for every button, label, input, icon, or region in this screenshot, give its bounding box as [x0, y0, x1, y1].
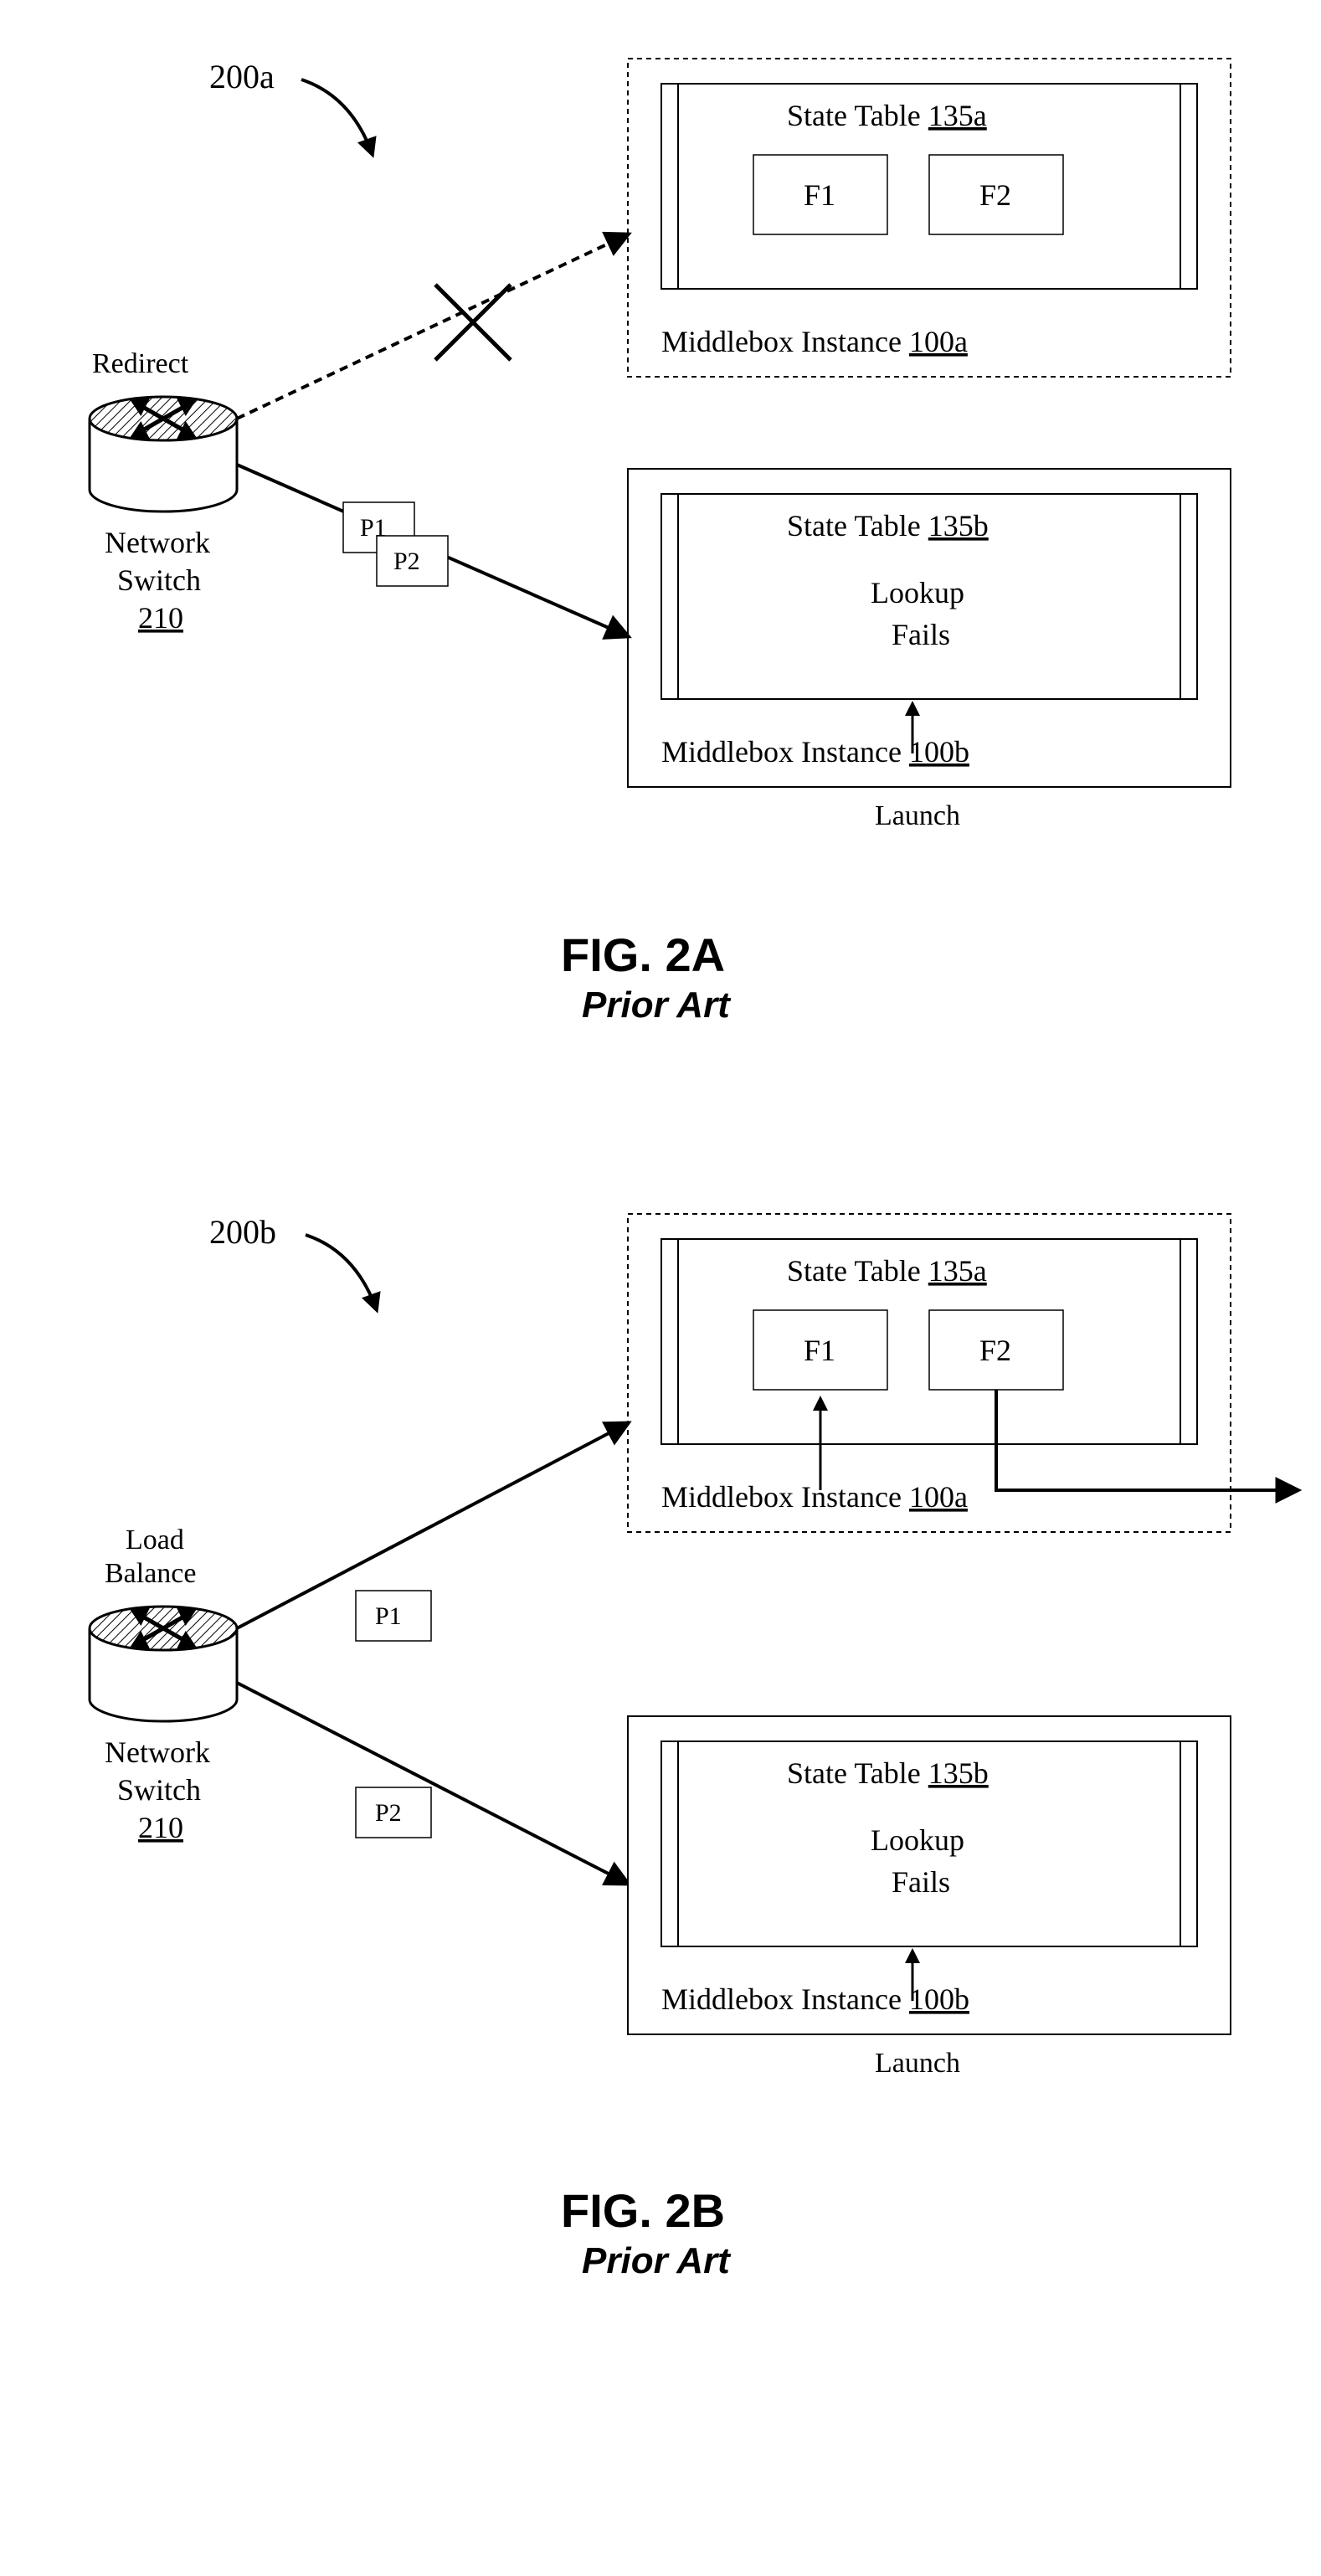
svg-text:State Table 135b: State Table 135b	[787, 509, 989, 542]
arrow-b-bottom	[237, 1683, 628, 1884]
figure-2a: 200a Redirect Network Switch	[90, 58, 1231, 1026]
cross-mark-a	[435, 285, 511, 360]
switch-line2-a: Switch	[117, 563, 201, 597]
f2-b: F2	[979, 1334, 1011, 1367]
svg-text:State Table 135a: State Table 135a	[787, 99, 987, 132]
state-table-b1-label: State Table	[787, 509, 921, 542]
dashed-arrow-a	[237, 234, 628, 419]
diagram-canvas: 200a Redirect Network Switch	[0, 0, 1321, 2576]
state-table-a2-num: 135a	[928, 1254, 987, 1288]
network-switch-b: Load Balance Network Switch 210	[90, 1525, 237, 1844]
mb-a2-label: Middlebox Instance	[661, 1480, 902, 1514]
f1-a1: F1	[804, 178, 835, 212]
figure-2b: 200b Load Balance Network Switch	[90, 1213, 1298, 2281]
state-table-a2-label: State Table	[787, 1254, 921, 1288]
arrow-b-top	[237, 1423, 628, 1628]
lk1-b: Lookup	[871, 1823, 964, 1857]
mb-a2-num: 100a	[909, 1480, 968, 1514]
middlebox-100a-figA: State Table 135a F1 F2 Middlebox Instanc…	[628, 59, 1231, 377]
switch-cap1-b: Load	[126, 1525, 184, 1555]
ref-200a: 200a	[209, 58, 275, 95]
svg-text:Middlebox Instance 100a: Middlebox Instance 100a	[661, 325, 968, 358]
ref-200b: 200b	[209, 1213, 276, 1251]
packets-b: P1 P2	[356, 1591, 431, 1838]
mb-b2-num: 100b	[909, 1982, 969, 2016]
packets-a: P1 P2	[343, 502, 448, 586]
switch-line1-b: Network	[105, 1735, 210, 1769]
network-switch-a: Redirect Network Switch 210	[90, 348, 237, 635]
middlebox-100a-figB: State Table 135a F1 F2 Middlebox Instanc…	[628, 1214, 1298, 1532]
mb-b1-num: 100b	[909, 735, 969, 769]
fig-2a-title: FIG. 2A	[561, 928, 725, 981]
switch-caption-a: Redirect	[92, 348, 189, 379]
fig-2b-title: FIG. 2B	[561, 2184, 725, 2237]
middlebox-100b-figA: State Table 135b Lookup Fails Middlebox …	[628, 469, 1231, 831]
ref-arrow-b	[306, 1235, 377, 1310]
mb-b1-label: Middlebox Instance	[661, 735, 902, 769]
svg-text:Middlebox Instance 100b: Middlebox Instance 100b	[661, 1982, 969, 2016]
state-table-b2-label: State Table	[787, 1756, 921, 1790]
switch-num-a: 210	[138, 601, 183, 635]
switch-cap2-b: Balance	[105, 1558, 197, 1589]
mb-b2-label: Middlebox Instance	[661, 1982, 902, 2016]
svg-text:State Table 135b: State Table 135b	[787, 1756, 989, 1790]
lk2-b: Fails	[892, 1865, 950, 1899]
state-table-b2-num: 135b	[928, 1756, 989, 1790]
lk2-a: Fails	[892, 618, 950, 651]
mb-a1-num: 100a	[909, 325, 968, 358]
p1-b: P1	[375, 1602, 402, 1630]
svg-text:Middlebox Instance 100b: Middlebox Instance 100b	[661, 735, 969, 769]
switch-line2-b: Switch	[117, 1773, 201, 1807]
fig-2a-sub: Prior Art	[582, 985, 732, 1026]
f2-a1: F2	[979, 178, 1011, 212]
svg-text:State Table 135a: State Table 135a	[787, 1254, 987, 1288]
state-table-a1-label: State Table	[787, 99, 921, 132]
fig-2b-sub: Prior Art	[582, 2240, 732, 2281]
state-table-b1-num: 135b	[928, 509, 989, 542]
switch-num-b: 210	[138, 1811, 183, 1844]
p2-b: P2	[375, 1799, 402, 1827]
svg-text:Middlebox Instance 100a: Middlebox Instance 100a	[661, 1480, 968, 1514]
state-table-a1-num: 135a	[928, 99, 987, 132]
lk1-a: Lookup	[871, 576, 964, 609]
switch-line1-a: Network	[105, 526, 210, 559]
p2-a: P2	[393, 548, 420, 575]
launch-a: Launch	[875, 800, 960, 831]
launch-b: Launch	[875, 2048, 960, 2079]
ref-arrow-a	[301, 80, 373, 155]
middlebox-100b-figB: State Table 135b Lookup Fails Middlebox …	[628, 1716, 1231, 2079]
f1-b: F1	[804, 1334, 835, 1367]
mb-a1-label: Middlebox Instance	[661, 325, 902, 358]
